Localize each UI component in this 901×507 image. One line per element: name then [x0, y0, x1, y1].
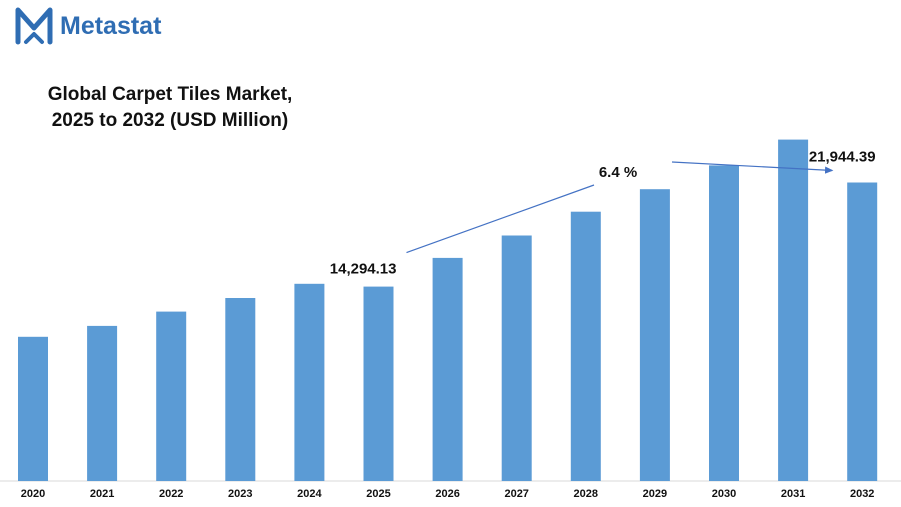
x-tick-label-2026: 2026 [435, 488, 459, 500]
bar-2020 [18, 336, 48, 481]
metastat-logo-mark-icon [15, 7, 53, 45]
x-tick-label-2020: 2020 [21, 488, 45, 500]
chart-title-line-2: 2025 to 2032 (USD Million) [52, 110, 289, 131]
annotation-2025-value: 14,294.13 [330, 261, 397, 278]
brand-name: Metastat [60, 12, 162, 40]
annotations: 14,294.13 21,944.39 6.4 % [330, 148, 876, 277]
x-tick-label-2031: 2031 [781, 488, 805, 500]
chart-title: Global Carpet Tiles Market, 2025 to 2032… [48, 84, 293, 131]
x-axis-ticks: 2020 2021 2022 2023 2024 2025 2026 2027 2028 2029… [21, 488, 875, 500]
bar-2023 [225, 298, 256, 481]
x-tick-label-2032: 2032 [850, 488, 874, 500]
bar-series [18, 139, 878, 481]
x-tick-label-2021: 2021 [90, 488, 114, 500]
x-tick-label-2023: 2023 [228, 488, 252, 500]
x-tick-label-2029: 2029 [643, 488, 667, 500]
bar-2021 [87, 325, 118, 481]
bar-2032 [847, 182, 878, 481]
bar-2027 [501, 235, 532, 481]
chart-title-line-1: Global Carpet Tiles Market, [48, 84, 293, 105]
bar-2031 [778, 139, 809, 481]
bar-2022 [156, 311, 187, 481]
metastat-logo: Metastat [15, 7, 162, 45]
bar-2026 [432, 257, 463, 481]
bar-2030 [709, 165, 739, 481]
x-tick-label-2028: 2028 [574, 488, 598, 500]
bar-2025 [363, 286, 394, 481]
x-tick-label-2030: 2030 [712, 488, 736, 500]
x-tick-label-2024: 2024 [297, 488, 322, 500]
bar-2029 [639, 189, 670, 481]
bar-2028 [570, 211, 601, 481]
x-tick-label-2025: 2025 [366, 488, 390, 500]
bar-2024 [294, 283, 325, 481]
cagr-arrow-segment-1 [406, 184, 595, 254]
annotation-2032-value: 21,944.39 [809, 148, 876, 165]
x-tick-label-2027: 2027 [504, 488, 528, 500]
annotation-cagr: 6.4 % [599, 164, 637, 181]
cagr-arrow-segment-2 [671, 161, 834, 174]
x-tick-label-2022: 2022 [159, 488, 183, 500]
